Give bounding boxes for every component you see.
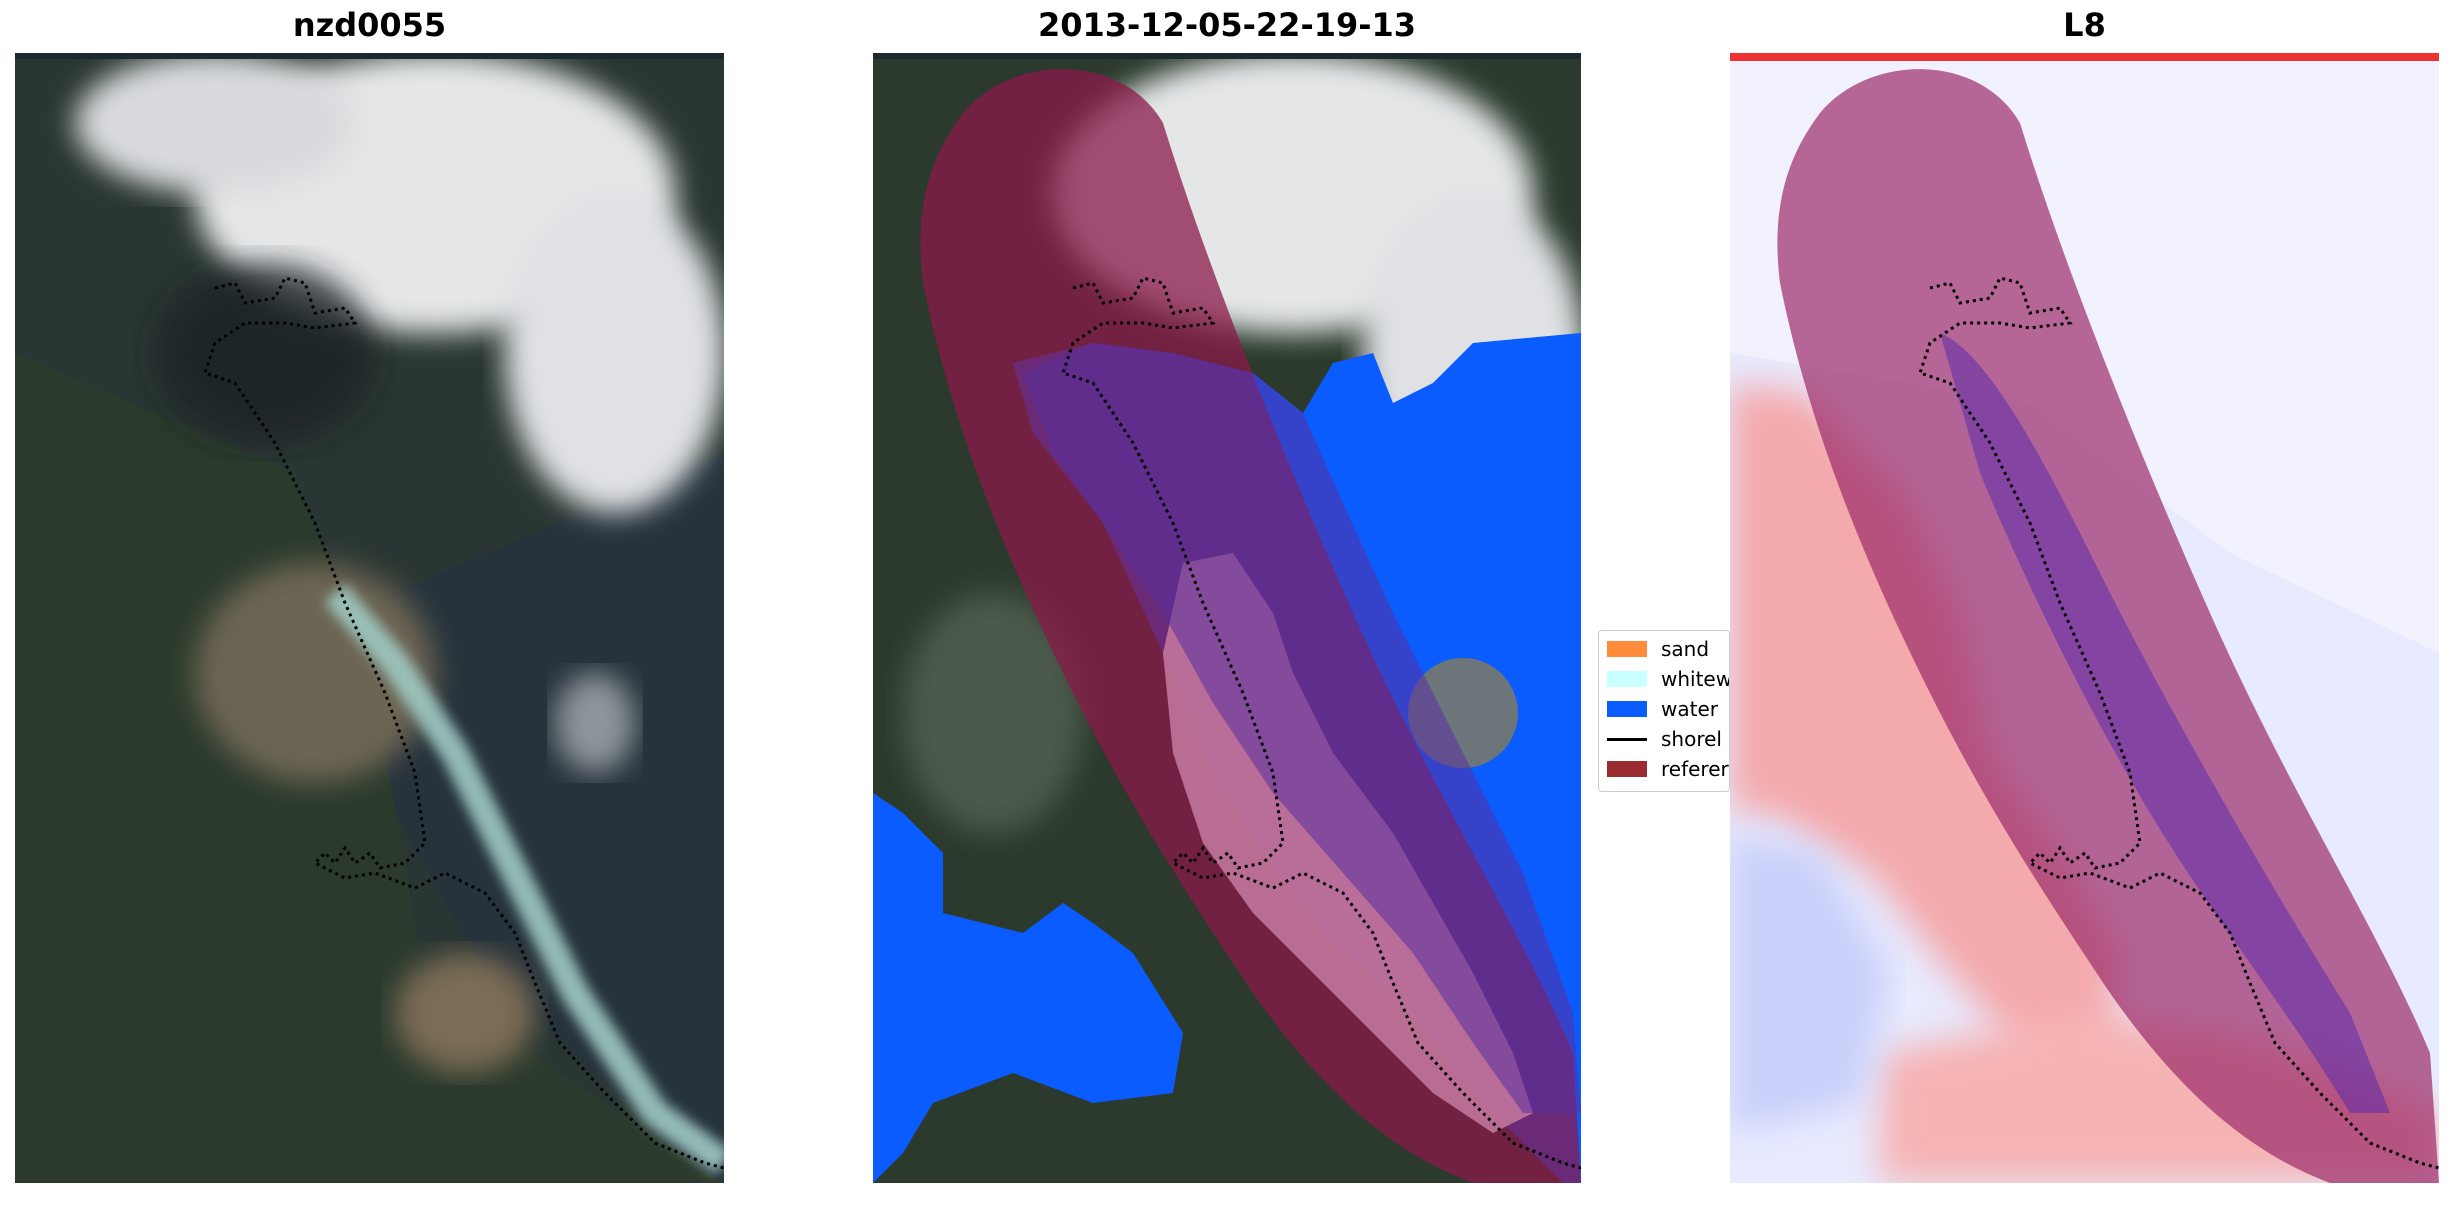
legend-item-whitewater: whitew — [1607, 667, 1730, 691]
index-image — [1730, 53, 2439, 1183]
panel-title-rgb: nzd0055 — [292, 6, 447, 44]
legend-label-water: water — [1661, 697, 1718, 721]
panel-title-index: L8 — [2063, 6, 2106, 44]
legend: sand whitew water shorel referer — [1598, 630, 1730, 792]
legend-item-shoreline: shorel — [1607, 727, 1722, 751]
sand-swatch — [1607, 641, 1647, 657]
reference-swatch — [1607, 761, 1647, 777]
classification-image — [873, 53, 1581, 1183]
rgb-image — [15, 53, 724, 1183]
legend-label-reference: referer — [1661, 757, 1729, 781]
legend-item-water: water — [1607, 697, 1718, 721]
legend-label-shoreline: shorel — [1661, 727, 1722, 751]
water-swatch — [1607, 701, 1647, 717]
panel-title-classification: 2013-12-05-22-19-13 — [1037, 6, 1417, 44]
legend-label-sand: sand — [1661, 637, 1710, 661]
whitewater-swatch — [1607, 671, 1647, 687]
index-panel — [1730, 53, 2439, 1183]
legend-label-whitewater: whitew — [1661, 667, 1730, 691]
rgb-image-panel — [15, 53, 724, 1183]
classification-panel — [873, 53, 1581, 1183]
legend-item-sand: sand — [1607, 637, 1709, 661]
legend-item-reference: referer — [1607, 757, 1729, 781]
shoreline-swatch — [1607, 737, 1647, 741]
